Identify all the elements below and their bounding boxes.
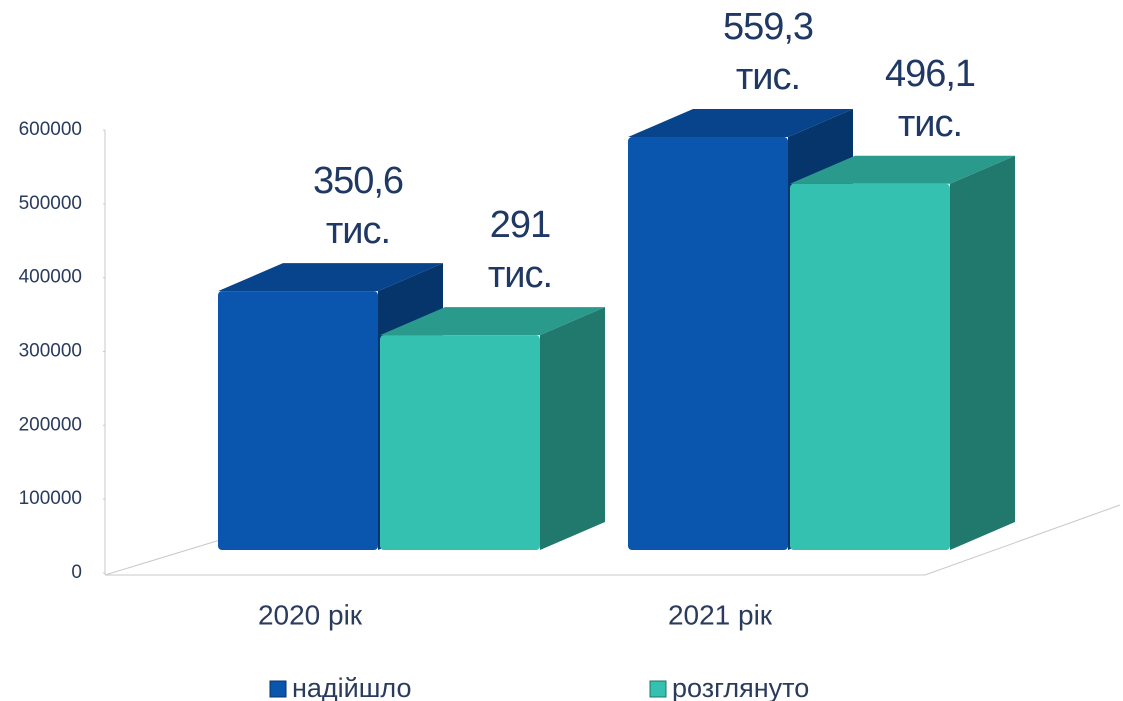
bar bbox=[790, 183, 950, 550]
y-tick-label: 600000 bbox=[19, 119, 82, 140]
bar-top bbox=[628, 109, 853, 138]
legend-label: надійшло bbox=[292, 673, 412, 701]
floor-edge bbox=[104, 539, 221, 576]
floor-edge bbox=[105, 504, 1121, 576]
value-label: 350,6 тис. bbox=[312, 160, 404, 253]
x-tick-label: 2021 рік bbox=[668, 599, 773, 630]
y-tick-label: 200000 bbox=[19, 414, 82, 435]
bar-top bbox=[790, 155, 1015, 184]
legend-label: розглянуто bbox=[672, 673, 809, 701]
y-tick-label: 400000 bbox=[19, 267, 82, 288]
bar-side bbox=[540, 307, 605, 550]
y-tick-label: 0 bbox=[71, 562, 82, 583]
legend-swatch bbox=[649, 680, 667, 698]
bar-side bbox=[950, 155, 1015, 550]
bar-top bbox=[218, 263, 443, 292]
y-tick-label: 300000 bbox=[19, 341, 82, 362]
y-tick-label: 500000 bbox=[19, 193, 82, 214]
value-label: 291 тис. bbox=[487, 204, 553, 297]
legend-swatch bbox=[269, 680, 287, 698]
bar bbox=[380, 335, 540, 550]
value-label: 559,3 тис. bbox=[722, 6, 814, 99]
bar bbox=[628, 137, 788, 550]
bar bbox=[218, 291, 378, 550]
bar-top bbox=[380, 307, 605, 336]
y-tick-label: 100000 bbox=[19, 488, 82, 509]
x-tick-label: 2020 рік bbox=[258, 599, 363, 630]
value-label: 496,1 тис. bbox=[884, 52, 976, 145]
